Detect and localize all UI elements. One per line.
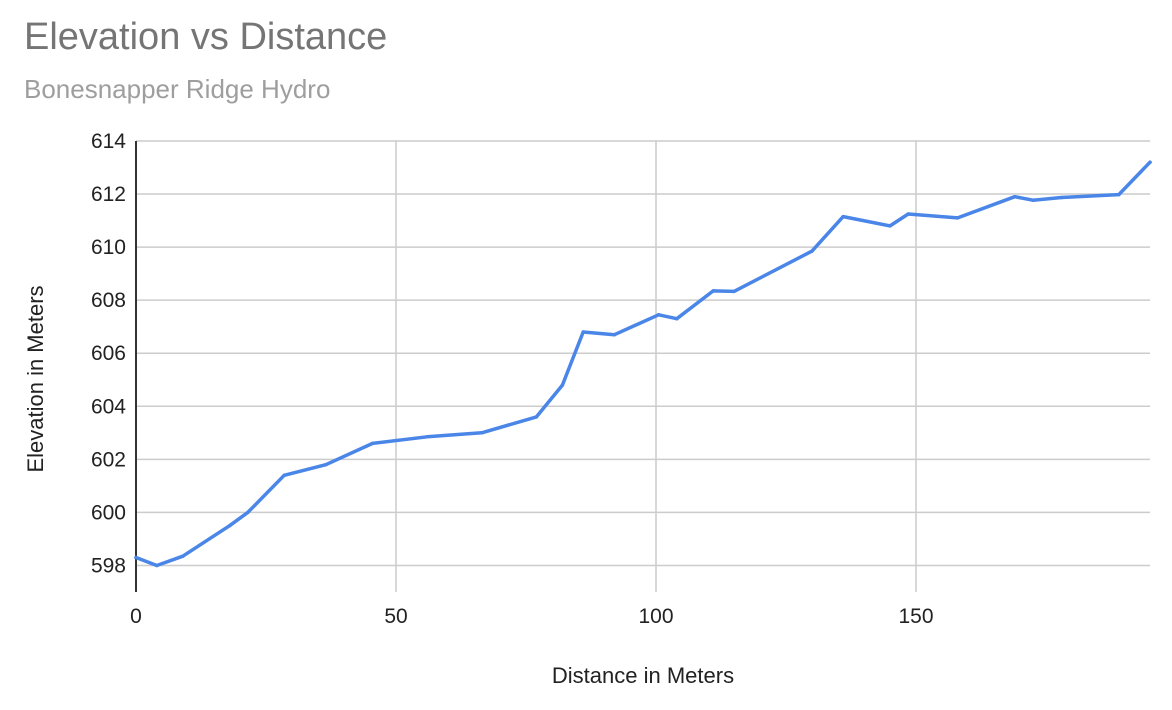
data-point [675, 316, 679, 321]
y-axis-title: Elevation in Meters [23, 285, 48, 472]
data-point [1117, 192, 1121, 197]
data-point [955, 216, 960, 220]
x-tick-label: 100 [638, 605, 673, 628]
x-tick-label: 50 [384, 605, 407, 628]
data-point [134, 555, 138, 560]
y-tick-label: 602 [91, 448, 126, 471]
data-point [711, 289, 715, 293]
x-tick-label: 0 [130, 605, 142, 628]
data-point [324, 462, 328, 467]
data-point [227, 523, 232, 528]
data-point [1031, 198, 1035, 202]
series-line [134, 160, 1152, 568]
data-point [155, 563, 159, 568]
data-point [246, 510, 250, 515]
x-tick-label: 150 [898, 605, 933, 628]
data-point [534, 415, 539, 419]
data-point [1059, 195, 1064, 200]
y-tick-label: 608 [91, 289, 126, 312]
data-point [841, 214, 845, 219]
data-point [1148, 160, 1152, 164]
x-axis-title: Distance in Meters [552, 663, 734, 688]
data-point [581, 330, 585, 334]
data-point [181, 554, 185, 558]
data-point [1013, 194, 1017, 199]
y-tick-label: 606 [91, 342, 126, 365]
data-point [810, 249, 814, 253]
data-point [612, 332, 617, 337]
data-point [888, 224, 892, 228]
chart-title: Elevation vs Distance [24, 16, 388, 58]
data-point [425, 435, 429, 439]
y-tick-label: 612 [91, 183, 126, 206]
y-tick-label: 600 [91, 501, 126, 524]
data-point [906, 212, 910, 216]
gridlines [136, 140, 1150, 592]
y-tick-label: 614 [91, 130, 126, 153]
data-point [732, 289, 736, 294]
y-tick-label: 598 [91, 554, 126, 577]
data-series [134, 160, 1152, 568]
data-point [560, 383, 565, 387]
y-tick-label: 604 [91, 395, 126, 418]
chart-subtitle: Bonesnapper Ridge Hydro [24, 74, 331, 104]
data-point [480, 431, 484, 435]
data-point [656, 313, 661, 317]
tick-labels: 598 600 602 604 606 608 610 612 614 0 50 100 150 [91, 130, 934, 628]
data-point [282, 473, 286, 478]
y-tick-label: 610 [91, 236, 126, 259]
data-point [370, 441, 375, 446]
